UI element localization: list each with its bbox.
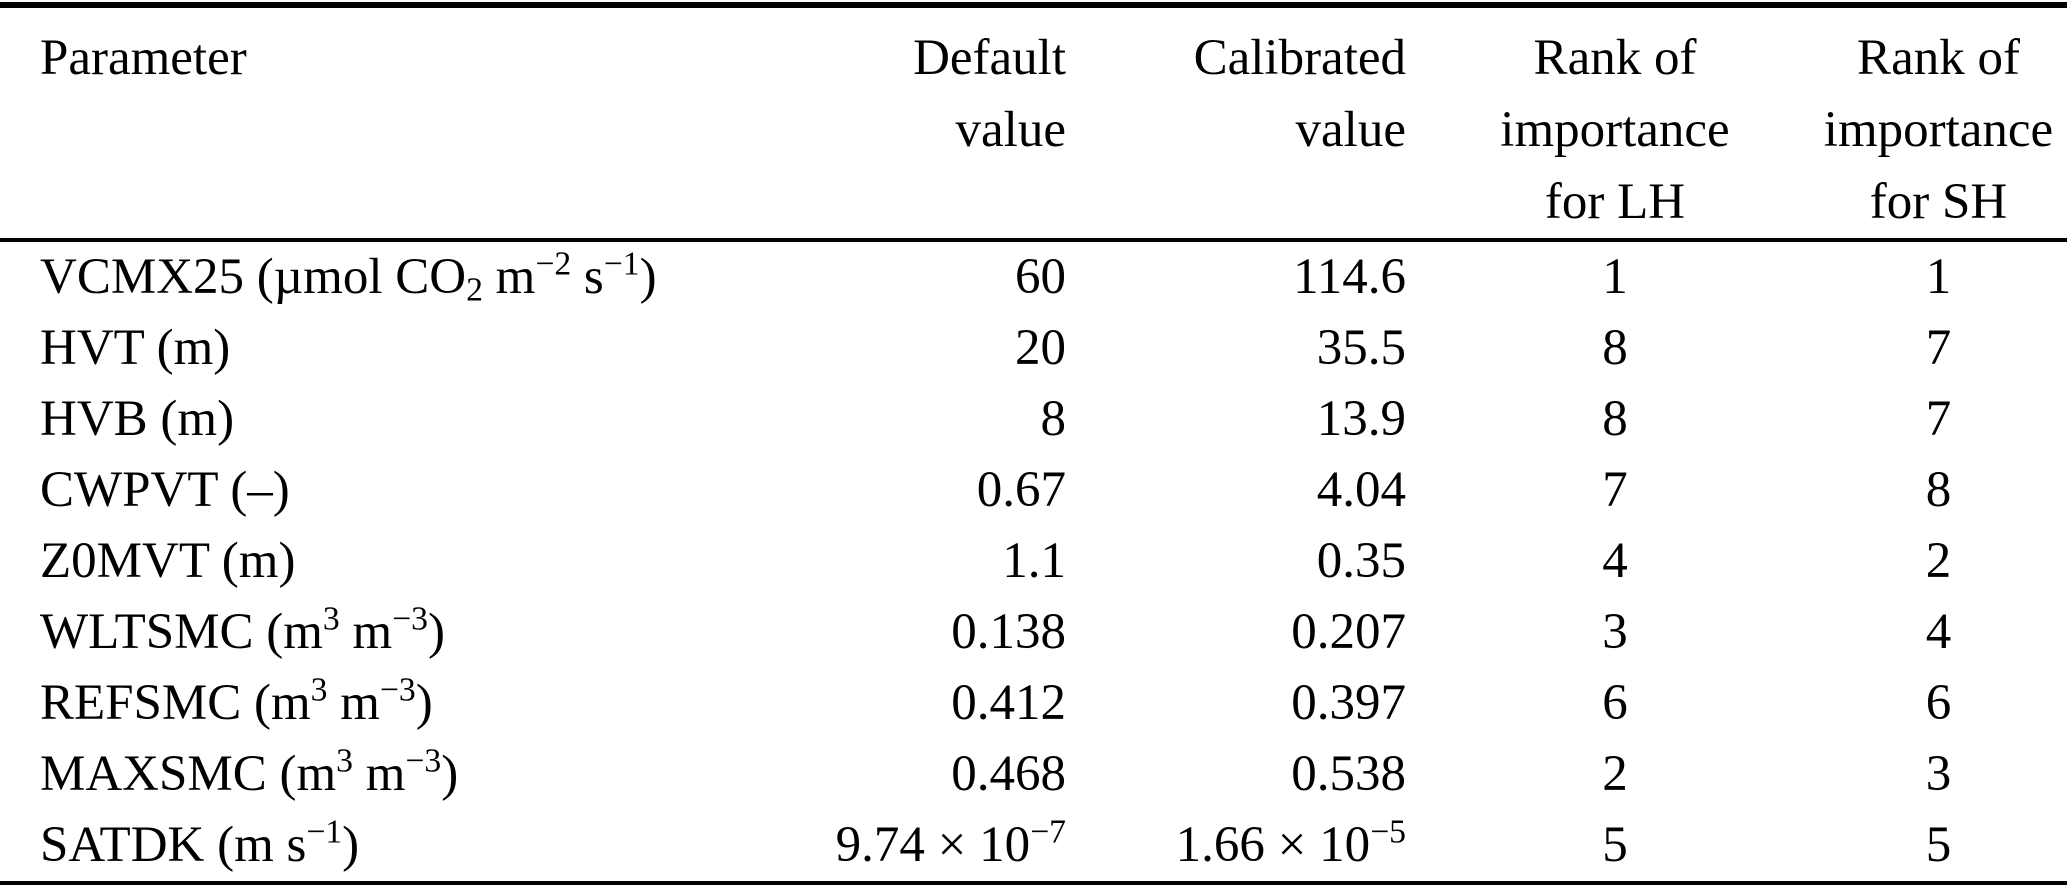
header-cell-default: Default value (745, 5, 1080, 242)
table-row: SATDK (m s−1) 9.74 × 10−7 1.66 × 10−5 5 5 (0, 810, 2067, 884)
table-row: VCMX25 (µmol CO2 m−2 s−1) 60 114.6 1 1 (0, 240, 2067, 313)
header-cell-rank_lh: Rank of importance for LH (1420, 5, 1810, 242)
cell-rank_lh: 6 (1602, 675, 1628, 731)
table-row: MAXSMC (m3 m−3) 0.468 0.538 2 3 (0, 739, 2067, 810)
cell-rank_sh: 4 (1925, 604, 1952, 660)
cell-calibrated: 0.397 (1291, 675, 1406, 731)
cell-rank_sh: 6 (1925, 675, 1952, 731)
cell-parameter: REFSMC (m3 m−3) (40, 671, 433, 731)
table-body: VCMX25 (µmol CO2 m−2 s−1) 60 114.6 1 1 HVT (m… (0, 240, 2067, 884)
cell-rank_lh: 5 (1602, 817, 1628, 873)
cell-parameter: MAXSMC (m3 m−3) (40, 742, 459, 802)
cell-default: 0.468 (951, 746, 1066, 802)
cell-calibrated: 4.04 (1316, 462, 1406, 518)
cell-parameter: Z0MVT (m) (40, 533, 296, 589)
cell-rank_sh: 5 (1925, 817, 1952, 873)
cell-default: 9.74 × 10−7 (835, 813, 1066, 873)
cell-calibrated: 0.35 (1316, 533, 1406, 589)
cell-rank_lh: 8 (1602, 320, 1628, 376)
cell-calibrated: 0.538 (1291, 746, 1406, 802)
cell-calibrated: 35.5 (1316, 320, 1406, 376)
cell-rank_sh: 7 (1925, 391, 1952, 447)
table-header: Parameter Default value Calibrated value Rank… (0, 5, 2067, 242)
header-cell-rank_sh: Rank of importance for SH (1810, 5, 2067, 242)
cell-default: 0.412 (951, 675, 1066, 731)
cell-parameter: VCMX25 (µmol CO2 m−2 s−1) (40, 245, 657, 309)
cell-default: 60 (1015, 249, 1066, 305)
cell-default: 0.67 (976, 462, 1066, 518)
table-row: Z0MVT (m) 1.1 0.35 4 2 (0, 526, 2067, 597)
table-row: HVB (m) 8 13.9 8 7 (0, 384, 2067, 455)
cell-parameter: HVT (m) (40, 320, 231, 376)
cell-rank_lh: 3 (1602, 604, 1628, 660)
cell-parameter: SATDK (m s−1) (40, 813, 360, 873)
table-row: HVT (m) 20 35.5 8 7 (0, 313, 2067, 384)
cell-parameter: CWPVT (–) (40, 462, 290, 518)
cell-rank_lh: 4 (1602, 533, 1628, 589)
cell-default: 20 (1015, 320, 1066, 376)
cell-rank_sh: 8 (1925, 462, 1952, 518)
cell-calibrated: 0.207 (1291, 604, 1406, 660)
cell-rank_lh: 1 (1602, 249, 1628, 305)
cell-rank_sh: 3 (1925, 746, 1952, 802)
cell-default: 1.1 (1002, 533, 1066, 589)
cell-rank_sh: 1 (1925, 249, 1952, 305)
cell-default: 8 (1040, 391, 1067, 447)
cell-parameter: WLTSMC (m3 m−3) (40, 600, 445, 660)
table-row: CWPVT (–) 0.67 4.04 7 8 (0, 455, 2067, 526)
cell-rank_lh: 7 (1602, 462, 1628, 518)
cell-calibrated: 13.9 (1316, 391, 1406, 447)
header-cell-parameter: Parameter (0, 5, 745, 242)
cell-rank_lh: 2 (1602, 746, 1628, 802)
cell-rank_sh: 2 (1925, 533, 1952, 589)
cell-calibrated: 1.66 × 10−5 (1175, 813, 1406, 873)
cell-rank_sh: 7 (1925, 320, 1952, 376)
header-cell-calibrated: Calibrated value (1080, 5, 1420, 242)
table-row: WLTSMC (m3 m−3) 0.138 0.207 3 4 (0, 597, 2067, 668)
cell-calibrated: 114.6 (1293, 249, 1406, 305)
cell-default: 0.138 (951, 604, 1066, 660)
table-row: REFSMC (m3 m−3) 0.412 0.397 6 6 (0, 668, 2067, 739)
table-header-row: Parameter Default value Calibrated value Rank… (0, 5, 2067, 242)
cell-parameter: HVB (m) (40, 391, 235, 447)
cell-rank_lh: 8 (1602, 391, 1628, 447)
